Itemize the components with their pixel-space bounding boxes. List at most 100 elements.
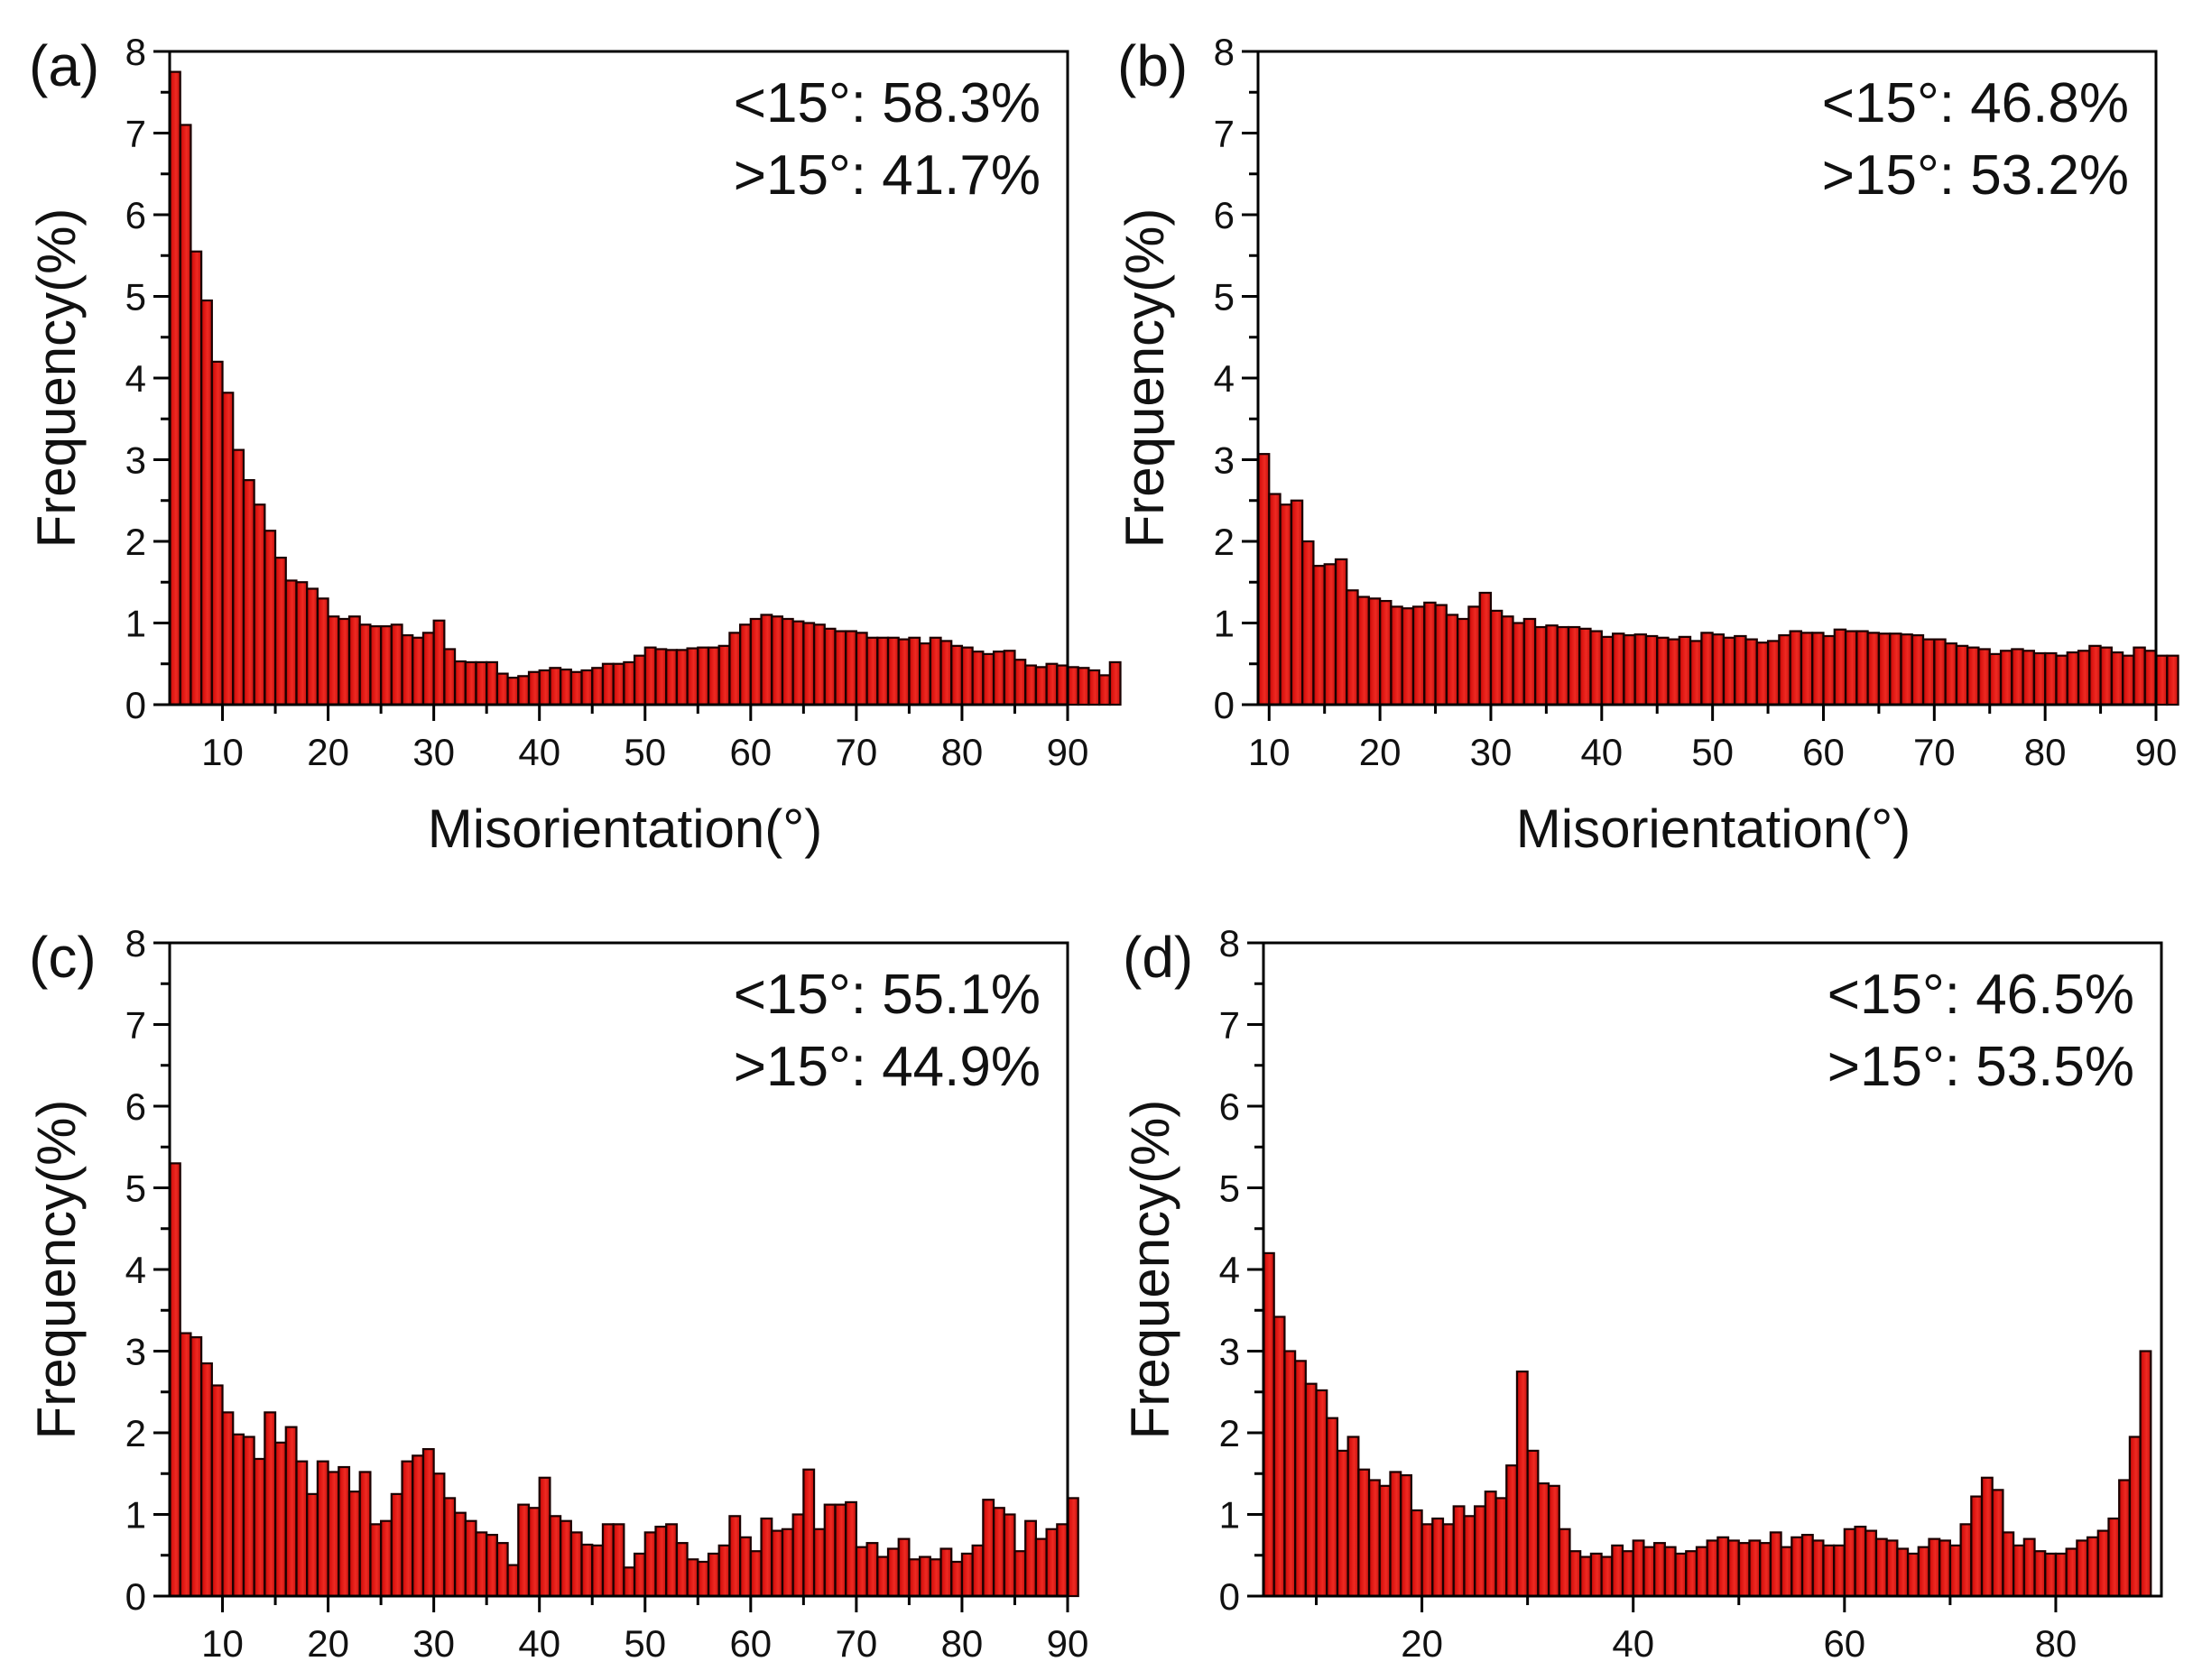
bar <box>432 1472 446 1598</box>
bar <box>1800 1534 1814 1598</box>
bar <box>2133 646 2146 706</box>
bar <box>421 632 435 706</box>
bar <box>771 1529 784 1598</box>
bar <box>527 670 541 706</box>
bar <box>358 1471 372 1598</box>
y-tick-label: 7 <box>1214 113 1235 155</box>
bar <box>643 646 657 706</box>
bar <box>665 1523 678 1598</box>
bars <box>1256 453 2179 706</box>
bar <box>347 1491 361 1598</box>
bar <box>1928 1537 1941 1598</box>
bar <box>1711 633 1726 706</box>
bar <box>1896 1547 1910 1598</box>
x-tick-label: 80 <box>941 1622 984 1665</box>
bar <box>1744 638 1758 706</box>
bar <box>2086 1536 2099 1598</box>
bar <box>908 636 921 706</box>
bar <box>1304 1382 1318 1598</box>
y-tick-label: 5 <box>1219 1168 1240 1210</box>
y-tick-label: 1 <box>1219 1494 1240 1537</box>
y-tick-label: 4 <box>1214 357 1235 400</box>
bar <box>1632 1539 1645 1598</box>
y-tick-label: 8 <box>1219 922 1240 965</box>
bar <box>1977 648 1991 706</box>
bar <box>686 647 699 706</box>
bar <box>1526 1449 1540 1598</box>
bar <box>284 579 298 706</box>
y-tick-label: 5 <box>1214 276 1235 318</box>
bar <box>1290 499 1304 706</box>
bar <box>771 615 784 706</box>
y-tick-label: 0 <box>1214 684 1235 726</box>
bar <box>1003 650 1016 706</box>
y-tick-label: 3 <box>125 439 146 482</box>
bar <box>781 1528 794 1598</box>
panel-b: 0 1 2 3 4 5 6 7 8 10 20 30 40 50 60 70 80 90 Frequency(%) M… <box>1115 31 2179 859</box>
bar <box>697 1560 710 1598</box>
bar <box>633 654 646 706</box>
x-tick-label: 90 <box>1047 731 1089 773</box>
bar <box>2044 1552 2058 1598</box>
bar <box>1921 638 1936 706</box>
bar <box>1600 635 1615 706</box>
bar <box>380 625 393 706</box>
bar <box>1024 664 1037 706</box>
bar <box>1410 1509 1423 1598</box>
bar <box>623 1566 636 1598</box>
bar <box>1056 1523 1069 1598</box>
bar <box>1034 666 1048 706</box>
stat-high-angle: >15°: 41.7% <box>734 144 1041 207</box>
bar <box>253 503 266 706</box>
bar <box>1589 1552 1603 1598</box>
x-tick-label: 40 <box>518 731 560 773</box>
x-axis-title: Misorientation(°) <box>428 798 822 859</box>
bar <box>1346 589 1359 706</box>
bar <box>327 615 340 706</box>
bar <box>1013 659 1027 706</box>
x-tick-label: 60 <box>729 1622 772 1665</box>
bar <box>1346 1435 1360 1598</box>
bar <box>897 1537 911 1598</box>
bar <box>845 1500 857 1598</box>
bar <box>1737 1542 1751 1598</box>
bar <box>1558 1528 1571 1598</box>
bar <box>1790 1536 1804 1598</box>
bar <box>876 1555 890 1598</box>
bar <box>369 1523 383 1598</box>
bar <box>1800 632 1814 706</box>
bar <box>1013 1550 1027 1598</box>
bar <box>1948 1544 1962 1598</box>
bar <box>1766 640 1781 706</box>
panel-d: 0 1 2 3 4 5 6 7 8 20 40 60 80 Frequency(%) (d) <15°: 46… <box>1120 922 2163 1665</box>
bar <box>992 651 1005 706</box>
bar <box>707 646 720 706</box>
stat-high-angle: >15°: 53.2% <box>1822 144 2129 207</box>
bar <box>1556 625 1570 706</box>
bar <box>179 1332 192 1598</box>
bar <box>760 614 773 706</box>
y-tick-label: 8 <box>1214 31 1235 73</box>
bar <box>453 1511 467 1598</box>
bar <box>253 1457 266 1598</box>
bar <box>591 667 605 706</box>
stats-annotation: <15°: 46.8% >15°: 53.2% <box>1822 72 2129 207</box>
bar <box>1822 1544 1836 1598</box>
bar <box>1505 1464 1519 1598</box>
bar <box>1769 1531 1782 1598</box>
bar <box>1323 563 1337 706</box>
bar <box>1066 666 1079 706</box>
bar <box>443 648 457 706</box>
bar <box>1283 1350 1297 1598</box>
bar <box>2022 650 2035 706</box>
stats-annotation: <15°: 58.3% >15°: 41.7% <box>734 72 1041 207</box>
bar <box>1653 1542 1666 1598</box>
bar <box>2055 654 2068 706</box>
bar <box>1512 622 1525 706</box>
x-tick-label: 20 <box>1359 731 1402 773</box>
bar <box>538 669 551 706</box>
bar <box>1400 1473 1412 1598</box>
bar <box>2128 1435 2142 1598</box>
bar <box>295 581 309 706</box>
